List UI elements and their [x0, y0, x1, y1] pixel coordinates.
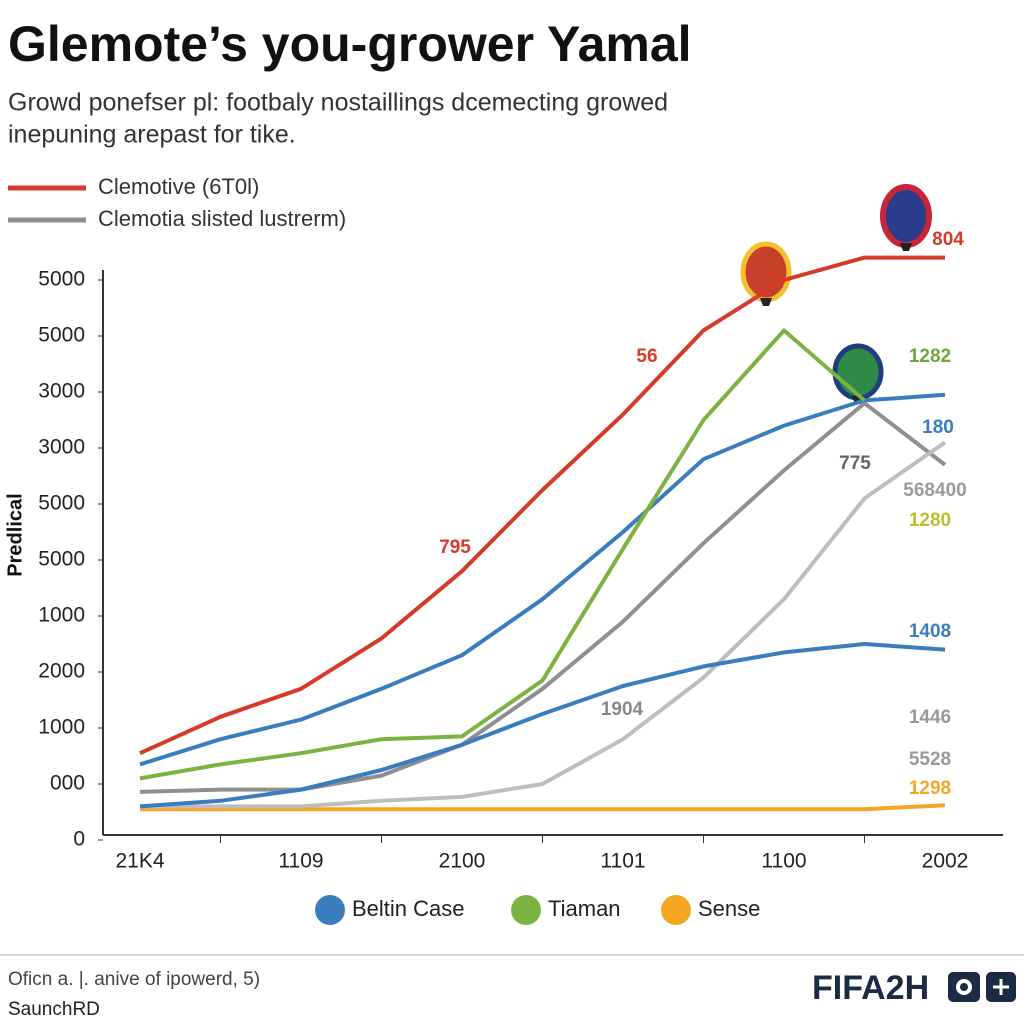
legend-label: Beltin Case — [352, 896, 465, 921]
annotation: 1298 — [909, 778, 951, 799]
y-tick-label: 2000 — [38, 660, 85, 683]
y-axis-label: Predlical — [4, 493, 26, 576]
x-tick-label: 1100 — [761, 850, 806, 873]
y-tick-label: 5000 — [38, 548, 85, 571]
y-tick-label: 3000 — [38, 380, 85, 403]
y-tick-label: 5000 — [38, 324, 85, 347]
x-tick-label: 1109 — [278, 850, 323, 873]
legend-label: Clemotia slisted lustrerm) — [98, 206, 346, 231]
y-tick-label: 000 — [50, 772, 85, 795]
logo: FIFA2H — [812, 969, 929, 1007]
y-tick-label: 5000 — [38, 268, 85, 291]
subtitle: inepuning arepast for tike. — [8, 121, 296, 149]
annotation: 1282 — [909, 346, 951, 367]
series-line — [140, 440, 947, 809]
footer-text: SaunchRD — [8, 999, 100, 1020]
annotation: 1904 — [601, 699, 644, 720]
series-line — [140, 803, 946, 812]
y-tick-label: 5000 — [38, 492, 85, 515]
series-line — [139, 328, 866, 781]
series-line — [139, 642, 946, 809]
annotation: 795 — [439, 537, 471, 558]
series-line — [139, 392, 946, 767]
annotation: 804 — [932, 229, 964, 250]
legend-label: Clemotive (6T0l) — [98, 174, 259, 199]
x-tick-label: 2002 — [922, 850, 969, 873]
annotation: 1408 — [909, 621, 951, 642]
annotation: 5528 — [909, 749, 951, 770]
annotation: 775 — [839, 453, 871, 474]
y-tick-label: 3000 — [38, 436, 85, 459]
logo-icons — [948, 972, 1016, 1002]
balloon — [880, 184, 932, 251]
annotation: 56 — [636, 346, 657, 367]
x-tick-label: 2100 — [439, 850, 486, 873]
legend-swatch — [661, 895, 691, 925]
series-line — [139, 401, 947, 794]
legend-swatch — [315, 895, 345, 925]
series-line — [139, 255, 945, 756]
x-tick-label: 21K4 — [115, 850, 164, 873]
x-tick-label: 1101 — [600, 850, 645, 873]
y-tick-label: 1000 — [38, 604, 85, 627]
annotation: 568400 — [903, 480, 966, 501]
y-tick-label: 1000 — [38, 716, 85, 739]
legend-label: Sense — [698, 896, 760, 921]
balloon — [740, 241, 792, 306]
legend-swatch — [511, 895, 541, 925]
footer-text: Oficn a. |. anive of ipowerd, 5) — [8, 969, 260, 990]
chart-title: Glemote’s you-grower Yamal — [8, 16, 692, 72]
subtitle: Growd ponefser pl: footbaly nostaillings… — [8, 89, 668, 117]
annotation: 1280 — [909, 510, 951, 531]
legend-label: Tiaman — [548, 896, 621, 921]
annotation: 1446 — [909, 707, 951, 728]
annotation: 180 — [922, 417, 954, 438]
y-tick-label: 0 — [73, 828, 85, 851]
